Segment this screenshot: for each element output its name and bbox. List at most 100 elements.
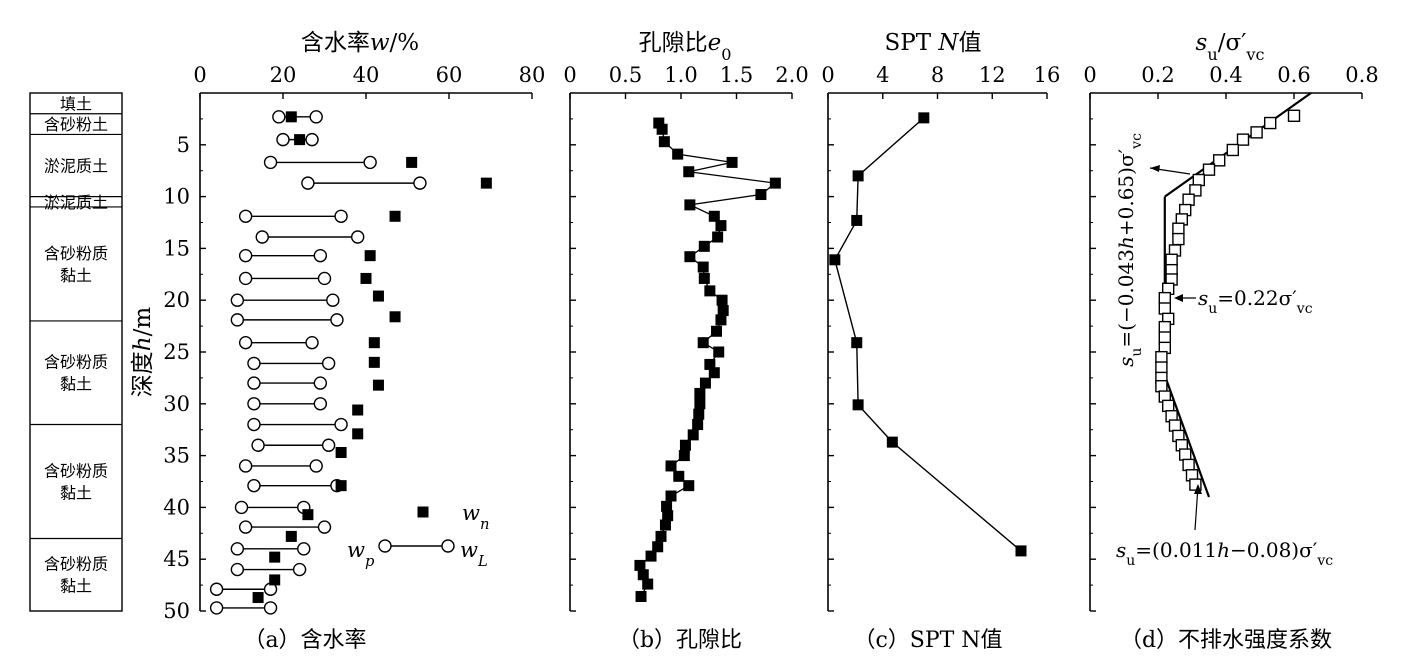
panel-caption: （d）不排水强度系数 <box>1120 628 1332 653</box>
void-ratio-point <box>715 314 727 326</box>
wn-point <box>352 428 364 440</box>
wp-point <box>238 248 253 263</box>
su-ratio-point <box>1172 232 1185 246</box>
legend-wp-marker <box>378 539 392 553</box>
x-tick-label: 12 <box>979 63 1006 87</box>
wp-point <box>247 417 261 432</box>
wn-point <box>252 592 264 604</box>
soil-layer-label: 淤泥质土 <box>44 193 108 212</box>
x-tick-label: 80 <box>519 63 546 87</box>
wL-point <box>413 176 427 190</box>
su-ratio-point <box>1165 253 1178 266</box>
wn-point <box>368 337 380 349</box>
x-tick-label: 0.5 <box>609 63 642 87</box>
y-tick-label: 15 <box>163 236 190 260</box>
wn-point <box>285 111 297 123</box>
wL-point <box>363 155 377 170</box>
void-ratio-point <box>715 220 727 232</box>
panel-spt-n: 0 4 8 12 16 SPT N值 （c）SPT N值 <box>821 30 1060 653</box>
wL-point <box>309 459 323 473</box>
void-ratio-point <box>678 450 690 462</box>
soil-layer-label: 含砂粉质 <box>44 462 108 481</box>
su-ratio-point <box>1161 399 1175 413</box>
wn-point <box>372 290 384 302</box>
soil-column-frame <box>29 92 123 612</box>
y-tick-label: 25 <box>163 340 190 364</box>
void-ratio-point <box>693 408 705 420</box>
wn-point <box>294 134 306 146</box>
panel-caption: （b）孔隙比 <box>618 628 742 653</box>
legend-wL-label: wL <box>460 538 488 570</box>
wn-point <box>335 446 347 458</box>
su-ratio-point <box>1168 419 1182 432</box>
su-ratio-point <box>1192 173 1206 187</box>
x-axis-title: 孔隙比e0 <box>639 30 732 64</box>
wL-point <box>317 520 332 534</box>
void-ratio-point <box>698 272 710 284</box>
soil-layer-label: 含砂粉土 <box>44 115 108 134</box>
x-tick-label: 0 <box>821 63 834 87</box>
wL-point <box>334 209 348 223</box>
y-axis-title: 深度h/m <box>130 307 156 398</box>
void-ratio-point <box>655 530 667 542</box>
soil-layer-label: 填土 <box>60 94 92 113</box>
void-ratio-point <box>699 377 711 389</box>
wn-point <box>352 404 364 416</box>
wL-point <box>317 271 332 286</box>
su-ratio-point <box>1155 361 1168 374</box>
wL-point <box>321 356 336 371</box>
void-ratio-point <box>698 240 710 252</box>
void-ratio-point <box>684 251 696 263</box>
wp-point <box>238 271 253 286</box>
wp-point <box>276 132 290 147</box>
wL-point <box>321 438 336 452</box>
void-ratio-point <box>708 210 720 222</box>
wn-point <box>335 480 347 492</box>
void-ratio-point <box>704 358 716 370</box>
void-ratio-point <box>704 285 716 297</box>
wp-point <box>209 582 224 596</box>
su-ratio-point <box>1189 184 1202 197</box>
su-ratio-point <box>1182 458 1195 472</box>
x-tick-label: 40 <box>353 63 380 87</box>
su-ratio-point <box>1182 193 1195 206</box>
wp-point <box>263 155 278 170</box>
wL-point <box>351 230 365 244</box>
spt-point <box>852 170 864 182</box>
void-ratio-point <box>713 346 725 358</box>
wp-point <box>247 478 261 493</box>
wp-point <box>247 356 261 371</box>
wL-point <box>313 376 328 390</box>
su-ratio-point <box>1155 350 1168 364</box>
y-tick-label: 5 <box>177 133 190 157</box>
void-ratio-point <box>755 189 767 201</box>
y-tick-label: 40 <box>163 495 190 519</box>
wn-point <box>368 356 380 368</box>
wn-point <box>389 311 401 323</box>
soil-layer-label: 黏土 <box>60 375 92 394</box>
void-ratio-point <box>716 294 728 306</box>
wn-point <box>364 250 376 262</box>
wn-point <box>285 530 297 542</box>
x-tick-label: 0.6 <box>1277 63 1310 87</box>
annotation-lower-arrowhead <box>1194 484 1202 494</box>
x-tick-label: 0.4 <box>1209 63 1242 87</box>
spt-point <box>852 399 864 411</box>
x-axis-title: su/σ′vc <box>1196 30 1265 64</box>
wn-point <box>269 574 281 586</box>
y-tick-label: 20 <box>163 288 190 312</box>
x-tick-label: 0 <box>193 63 206 87</box>
void-ratio-point <box>665 490 677 502</box>
soil-layer-label: 黏土 <box>60 266 92 285</box>
su-ratio-point <box>1189 478 1202 491</box>
void-ratio-point <box>656 123 668 135</box>
soil-layer-label: 黏土 <box>60 577 92 596</box>
wL-point <box>305 335 319 350</box>
annotation-upper-arrowhead <box>1150 165 1160 172</box>
void-ratio-point <box>694 387 706 399</box>
panel-undrained-strength: 00.20.40.60.8su/σ′vc（d）不排水强度系数susu=(−0.0… <box>1083 30 1378 653</box>
y-tick-label: 35 <box>163 444 190 468</box>
wp-point <box>230 542 245 556</box>
soil-layer-label: 黏土 <box>60 484 92 503</box>
void-ratio-point <box>692 419 704 431</box>
